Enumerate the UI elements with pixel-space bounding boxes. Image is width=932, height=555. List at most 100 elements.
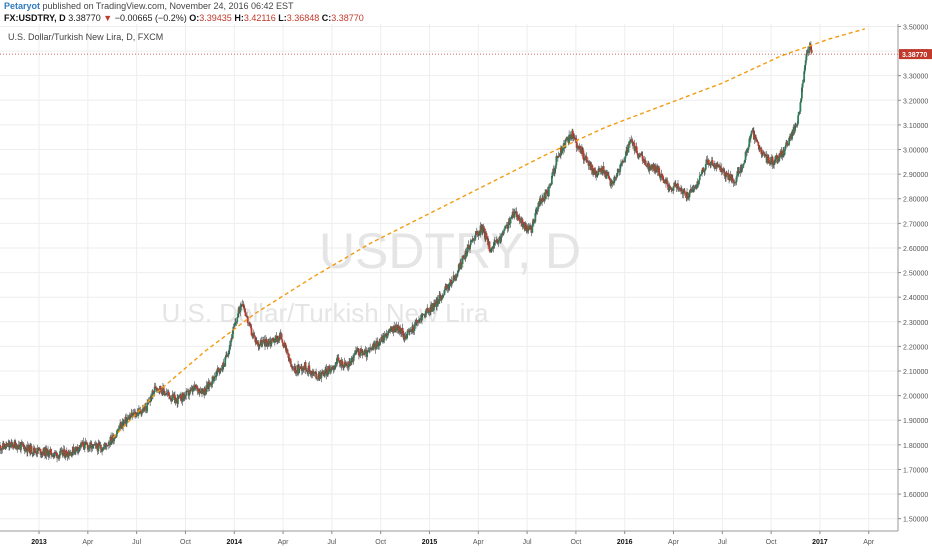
candle-up [438,294,441,304]
candle-down [541,197,544,202]
candle-up [321,372,324,374]
price-chart[interactable]: USDTRY, D U.S. Dollar/Turkish New Lira U… [0,24,932,550]
price-axis[interactable]: 1.50000 1.60000 1.70000 1.80000 1.90000 2.000… [897,24,932,531]
candle-up [791,131,794,139]
candle-down [599,168,601,171]
candle-up [803,71,806,82]
candle-up [362,353,365,355]
candle-down [677,183,679,188]
candle-down [608,178,611,181]
candle-up [584,157,586,160]
candle-up [800,87,803,99]
candle-up [350,358,353,365]
time-axis[interactable]: 2013 Apr Jul Oct 2014 Apr Jul Oct 2015 Apr Jul Oct 2… [0,530,898,546]
candle-down [731,178,734,181]
candle-down [606,172,609,176]
candle-down [427,307,429,314]
candle-up [231,330,234,339]
candle-down [294,370,297,373]
candle-down [658,167,661,176]
candle-down [622,160,625,162]
candle-up [744,151,747,160]
candle-down [309,370,312,376]
candle-down [358,355,361,356]
candle-up [460,263,463,268]
candle-down [11,444,14,448]
candle-up [461,256,464,264]
candle-up [311,371,314,374]
candle-down [76,447,79,450]
candle-down [25,447,28,450]
candle-down [446,284,449,289]
candle-up [353,353,356,356]
candle-down [760,148,763,155]
candle-up [101,450,104,452]
candle-up [347,366,350,368]
candle-up [441,295,444,300]
candle-up [184,395,187,399]
candle-up [555,156,558,166]
candle-up [741,167,744,169]
candle-up [375,340,378,350]
candle-up [542,200,545,202]
candle-up [510,216,513,219]
candle-up [225,354,227,358]
candle-up [699,174,702,176]
change-arrow-icon: ▼ [103,13,113,23]
candle-down [644,160,647,166]
candle-down [163,391,166,395]
candle-up [721,170,724,172]
candle-up [223,366,226,367]
candle-up [549,183,552,186]
candle-up [116,429,119,433]
candle-down [249,325,252,328]
candle-up [221,368,224,370]
candle-down [785,142,788,144]
candle-up [149,401,152,402]
candle-up [648,166,651,171]
candle-down [780,150,783,158]
candle-down [95,444,98,448]
candle-down [417,321,420,323]
y-tick-label: 3.30000 [903,74,928,81]
candle-up [505,225,507,227]
candle-up [712,165,715,167]
candle-down [652,164,655,167]
candle-down [39,448,42,455]
chart-area[interactable]: USDTRY, D U.S. Dollar/Turkish New Lira U… [0,24,932,550]
candle-down [401,328,404,331]
y-tick-label: 3.50000 [903,24,928,31]
candle-up [310,373,313,376]
candle-down [756,141,759,143]
candle-down [575,138,578,148]
candle-up [509,218,512,224]
candle-up [507,224,510,229]
trend-curve[interactable] [0,28,898,438]
candle-up [363,353,366,355]
candle-up [240,305,242,307]
candle-down [668,186,671,188]
candle-down [399,327,402,332]
candle-down [589,162,592,166]
candle-up [235,321,238,323]
candle-down [628,143,631,145]
candle-down [573,136,576,139]
candle-down [251,335,254,336]
candle-up [689,188,692,192]
candle-up [538,198,541,207]
candle-up [660,173,663,179]
y-tick-label: 1.50000 [903,517,928,524]
candle-up [213,376,216,381]
candle-up [270,340,273,344]
candle-up [89,442,92,448]
candle-up [687,197,690,199]
candle-down [315,371,318,379]
candle-down [217,367,220,372]
candle-up [299,367,302,370]
candle-down [720,167,723,172]
candle-up [378,342,381,346]
author-link[interactable]: Petaryot [4,1,41,11]
candle-up [386,335,389,338]
candle-down [393,325,396,333]
candle-down [139,409,142,413]
